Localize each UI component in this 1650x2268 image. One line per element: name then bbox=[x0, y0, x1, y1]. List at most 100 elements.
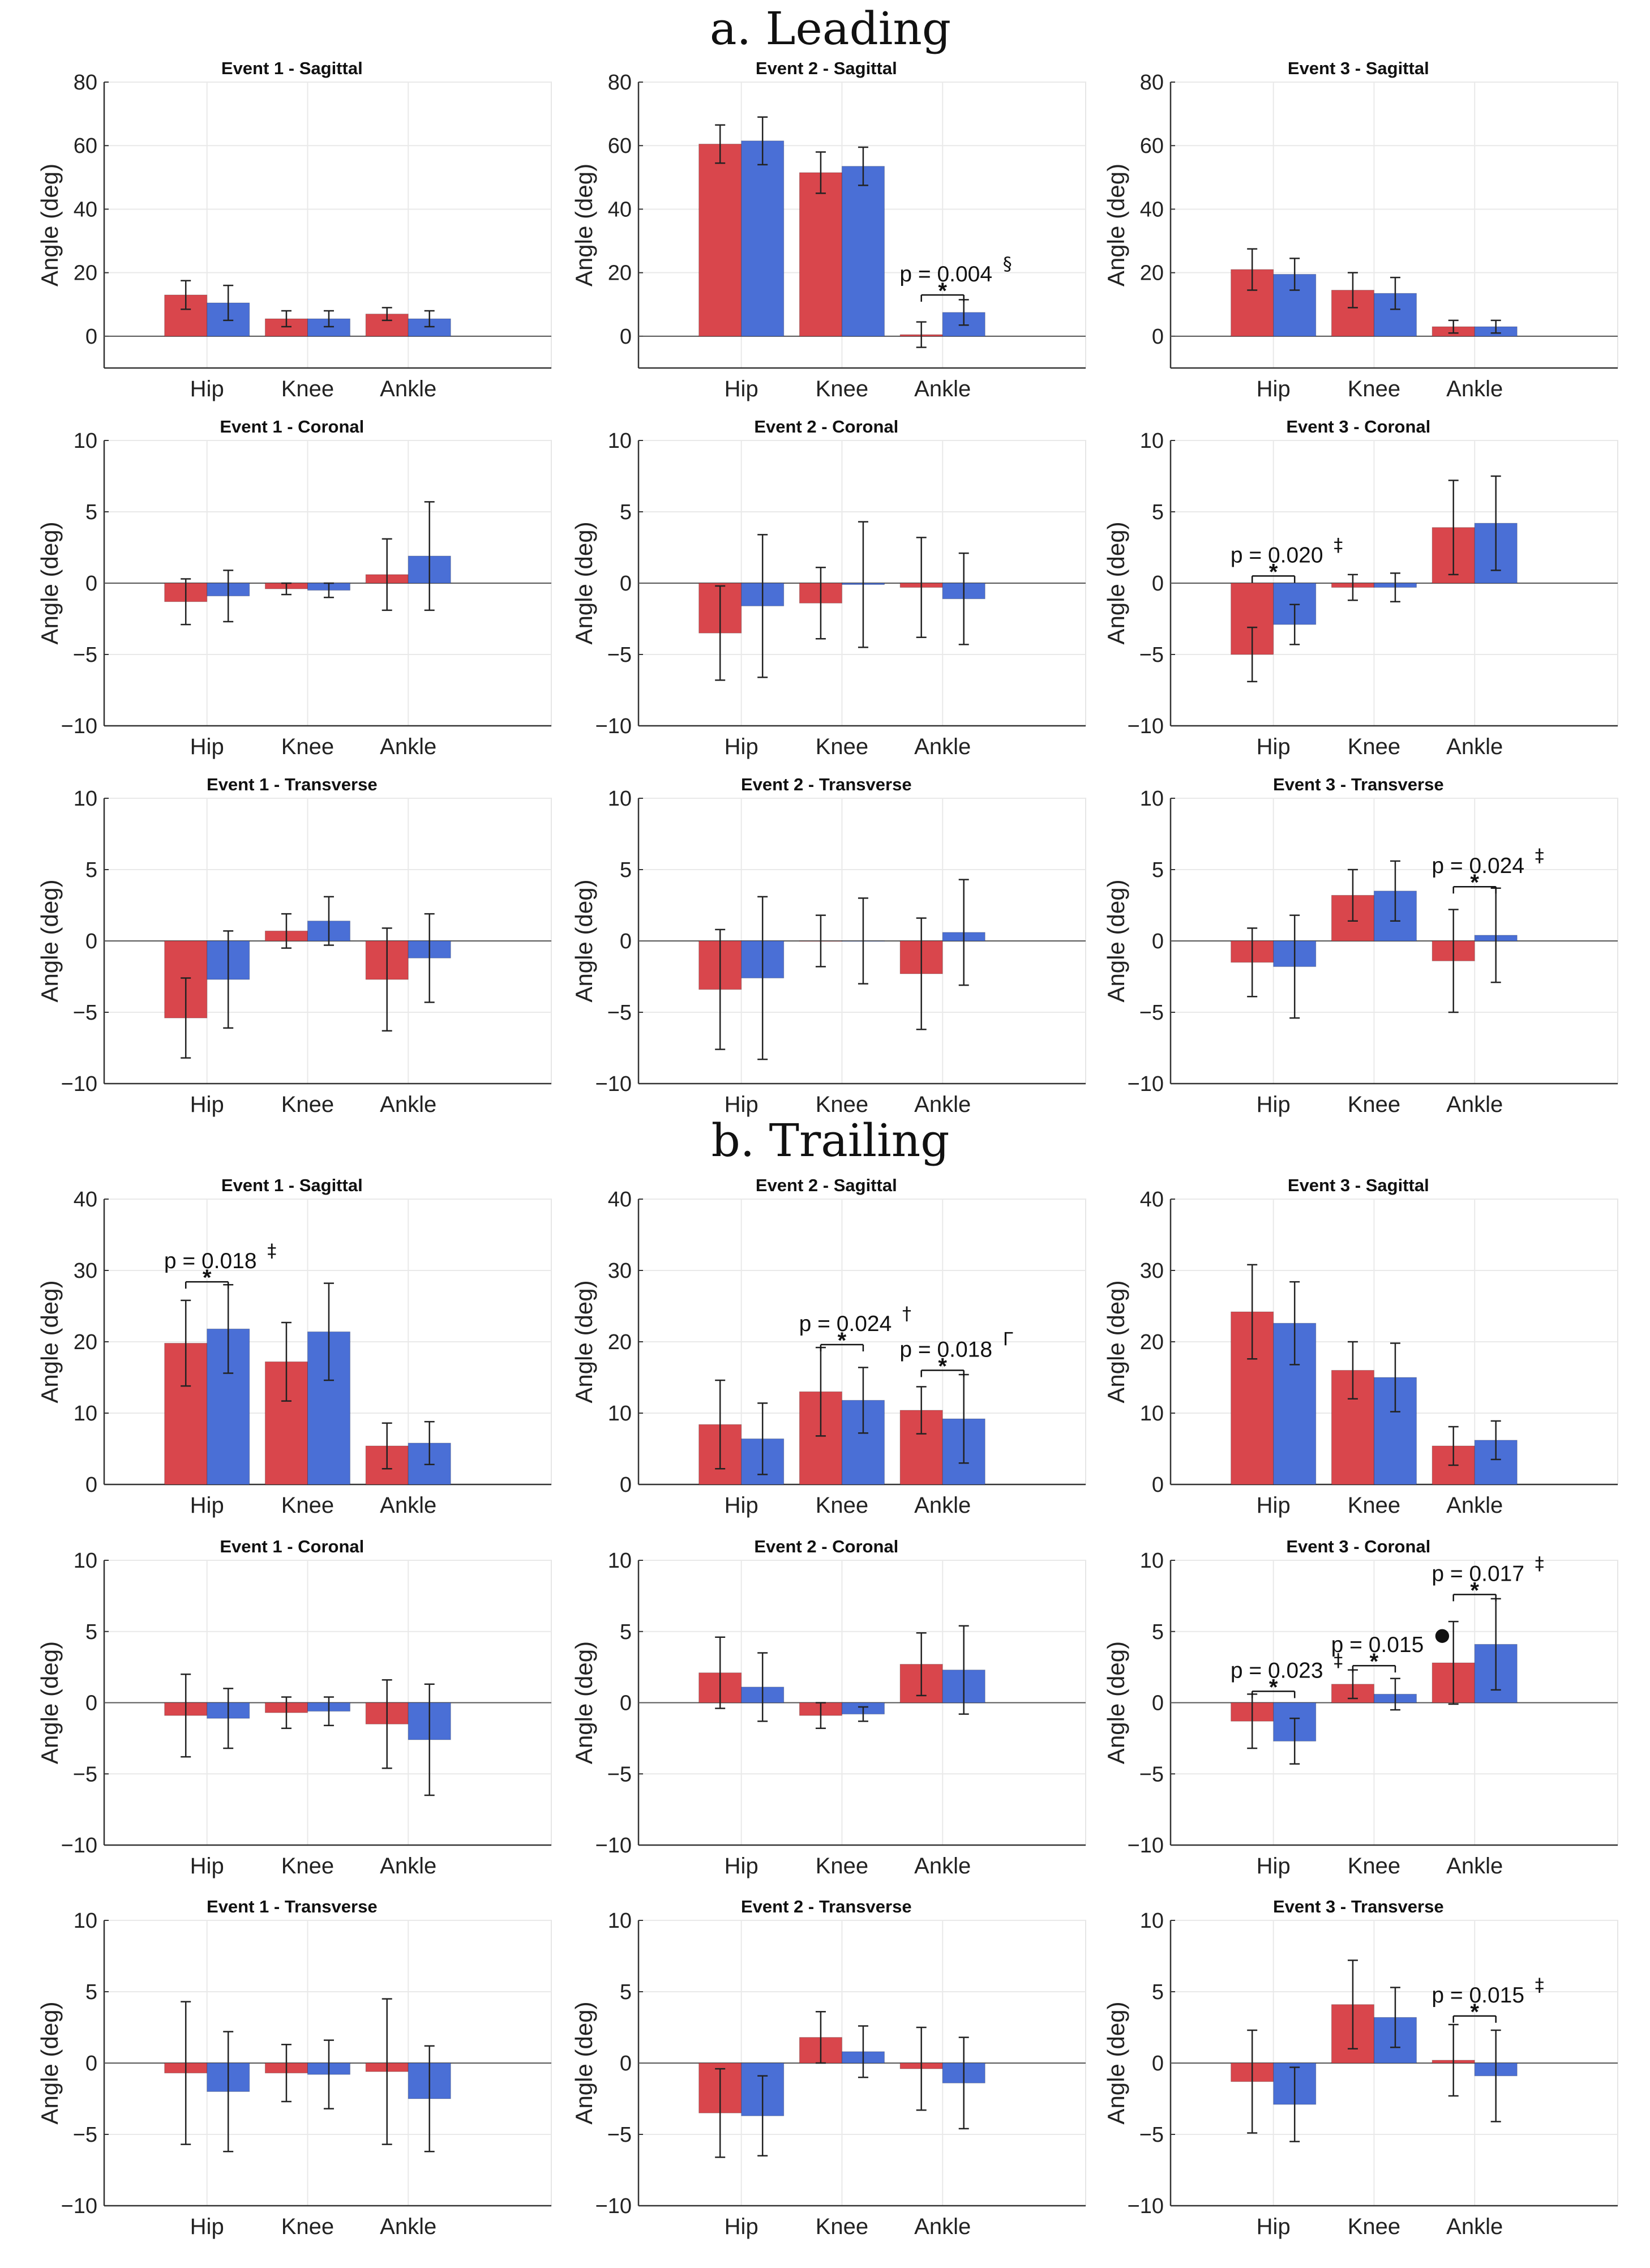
y-tick-label: 0 bbox=[85, 1473, 97, 1497]
p-value-label: p = 0.015 bbox=[1432, 1983, 1524, 2008]
y-tick-label: 0 bbox=[85, 1692, 97, 1715]
y-tick-label: −10 bbox=[61, 714, 97, 738]
category-label: Ankle bbox=[1446, 1854, 1503, 1878]
y-axis-label: Angle (deg) bbox=[1103, 164, 1129, 286]
y-tick-label: −10 bbox=[1128, 2194, 1164, 2218]
y-tick-label: 40 bbox=[608, 1188, 632, 1212]
category-label: Ankle bbox=[1446, 734, 1503, 759]
y-tick-label: 20 bbox=[1140, 1330, 1164, 1354]
panel-title: Event 2 - Coronal bbox=[754, 1537, 898, 1556]
y-tick-label: 10 bbox=[608, 1549, 632, 1573]
category-label: Hip bbox=[725, 376, 758, 401]
y-tick-label: −5 bbox=[607, 1762, 632, 1786]
category-label: Hip bbox=[190, 2214, 224, 2239]
panel-title: Event 1 - Sagittal bbox=[221, 58, 363, 78]
y-tick-label: 0 bbox=[1152, 2052, 1164, 2076]
category-label: Knee bbox=[1348, 1854, 1400, 1878]
y-tick-label: 0 bbox=[620, 2052, 632, 2076]
p-value-label: p = 0.020 bbox=[1231, 543, 1323, 567]
category-label: Ankle bbox=[1446, 1493, 1503, 1518]
y-tick-label: 10 bbox=[74, 1402, 97, 1426]
category-label: Ankle bbox=[914, 1493, 971, 1518]
chart-panel: 0 20 40 60 80 Event 3 - Sagittal Angle (deg) Hi… bbox=[1103, 58, 1618, 401]
y-tick-label: 0 bbox=[85, 325, 97, 349]
category-label: Knee bbox=[281, 1854, 334, 1878]
y-tick-label: 20 bbox=[74, 262, 97, 285]
panel-title: Event 1 - Coronal bbox=[220, 417, 364, 437]
category-label: Hip bbox=[1257, 2214, 1291, 2239]
y-axis-label: Angle (deg) bbox=[36, 521, 63, 644]
y-tick-label: 5 bbox=[85, 1980, 97, 2004]
category-label: Knee bbox=[816, 2214, 868, 2239]
category-label: Hip bbox=[190, 1854, 224, 1878]
category-label: Ankle bbox=[380, 1092, 436, 1117]
panel-title: Event 2 - Transverse bbox=[741, 774, 912, 794]
category-label: Knee bbox=[816, 1092, 868, 1117]
y-tick-label: 20 bbox=[1140, 262, 1164, 285]
panel-title: Event 2 - Transverse bbox=[741, 1897, 912, 1916]
y-tick-label: −10 bbox=[1128, 714, 1164, 738]
y-tick-label: 5 bbox=[620, 1980, 632, 2004]
p-value-label: p = 0.023 bbox=[1231, 1658, 1323, 1683]
y-tick-label: −10 bbox=[1128, 1834, 1164, 1858]
category-label: Ankle bbox=[914, 1854, 971, 1878]
y-tick-label: 40 bbox=[608, 198, 632, 221]
category-label: Ankle bbox=[380, 1854, 436, 1878]
y-tick-label: 5 bbox=[1152, 858, 1164, 882]
chart-panel: −10 −5 0 5 10 Event 1 - Coronal Angle (deg) Hip… bbox=[36, 1537, 552, 1878]
significance-mark: ‡ bbox=[1535, 1974, 1544, 1996]
y-axis-label: Angle (deg) bbox=[571, 1641, 597, 1764]
category-label: Ankle bbox=[380, 734, 436, 759]
chart-panel: −10 −5 0 5 10 Event 1 - Transverse Angle (deg)… bbox=[36, 774, 552, 1117]
y-axis-label: Angle (deg) bbox=[571, 2001, 597, 2124]
bar bbox=[698, 143, 742, 337]
chart-panel: −10 −5 0 5 10 Event 3 - Coronal Angle (deg) Hip… bbox=[1103, 417, 1618, 759]
y-axis-label: Angle (deg) bbox=[36, 2001, 63, 2124]
category-label: Hip bbox=[190, 376, 224, 401]
category-label: Hip bbox=[190, 734, 224, 759]
chart-panel: −10 −5 0 5 10 Event 1 - Coronal Angle (deg) Hip… bbox=[36, 417, 552, 759]
category-label: Knee bbox=[1348, 376, 1400, 401]
y-tick-label: −5 bbox=[607, 2123, 632, 2147]
y-tick-label: 0 bbox=[620, 930, 632, 953]
panel-title: Event 1 - Transverse bbox=[207, 774, 378, 794]
y-axis-label: Angle (deg) bbox=[1103, 879, 1129, 1002]
category-label: Ankle bbox=[1446, 376, 1503, 401]
section-title-leading: a. Leading bbox=[710, 2, 951, 55]
category-label: Knee bbox=[1348, 1092, 1400, 1117]
y-tick-label: 10 bbox=[1140, 1402, 1164, 1426]
y-axis-label: Angle (deg) bbox=[571, 1280, 597, 1403]
significance-mark: ● bbox=[1434, 1624, 1450, 1645]
significance-mark: ‡ bbox=[1535, 845, 1544, 866]
category-label: Hip bbox=[725, 734, 758, 759]
chart-panel: −10 −5 0 5 10 Event 3 - Transverse Angle (deg)… bbox=[1103, 774, 1618, 1117]
y-tick-label: 60 bbox=[1140, 134, 1164, 158]
y-tick-label: 10 bbox=[1140, 787, 1164, 811]
y-axis-label: Angle (deg) bbox=[36, 1641, 63, 1764]
y-axis-label: Angle (deg) bbox=[1103, 1280, 1129, 1403]
y-tick-label: 0 bbox=[1152, 930, 1164, 953]
y-tick-label: 0 bbox=[1152, 572, 1164, 596]
y-tick-label: 40 bbox=[1140, 1188, 1164, 1212]
significance-mark: ‡ bbox=[1334, 534, 1343, 555]
category-label: Hip bbox=[1257, 1854, 1291, 1878]
category-label: Hip bbox=[725, 1854, 758, 1878]
y-tick-label: 80 bbox=[74, 71, 97, 95]
category-label: Hip bbox=[725, 1092, 758, 1117]
y-tick-label: −10 bbox=[595, 714, 632, 738]
y-tick-label: 20 bbox=[608, 1330, 632, 1354]
panel-title: Event 2 - Sagittal bbox=[756, 1175, 897, 1195]
y-tick-label: 10 bbox=[1140, 1549, 1164, 1573]
category-label: Hip bbox=[1257, 1493, 1291, 1518]
y-axis-label: Angle (deg) bbox=[571, 164, 597, 286]
category-label: Knee bbox=[1348, 734, 1400, 759]
y-tick-label: 80 bbox=[1140, 71, 1164, 95]
y-axis-label: Angle (deg) bbox=[571, 879, 597, 1002]
significance-star: * bbox=[1470, 1578, 1479, 1603]
y-tick-label: −5 bbox=[1139, 643, 1164, 667]
category-label: Knee bbox=[281, 2214, 334, 2239]
panel-title: Event 1 - Transverse bbox=[207, 1897, 378, 1916]
panel-title: Event 2 - Coronal bbox=[754, 417, 898, 437]
y-tick-label: 10 bbox=[74, 1549, 97, 1573]
